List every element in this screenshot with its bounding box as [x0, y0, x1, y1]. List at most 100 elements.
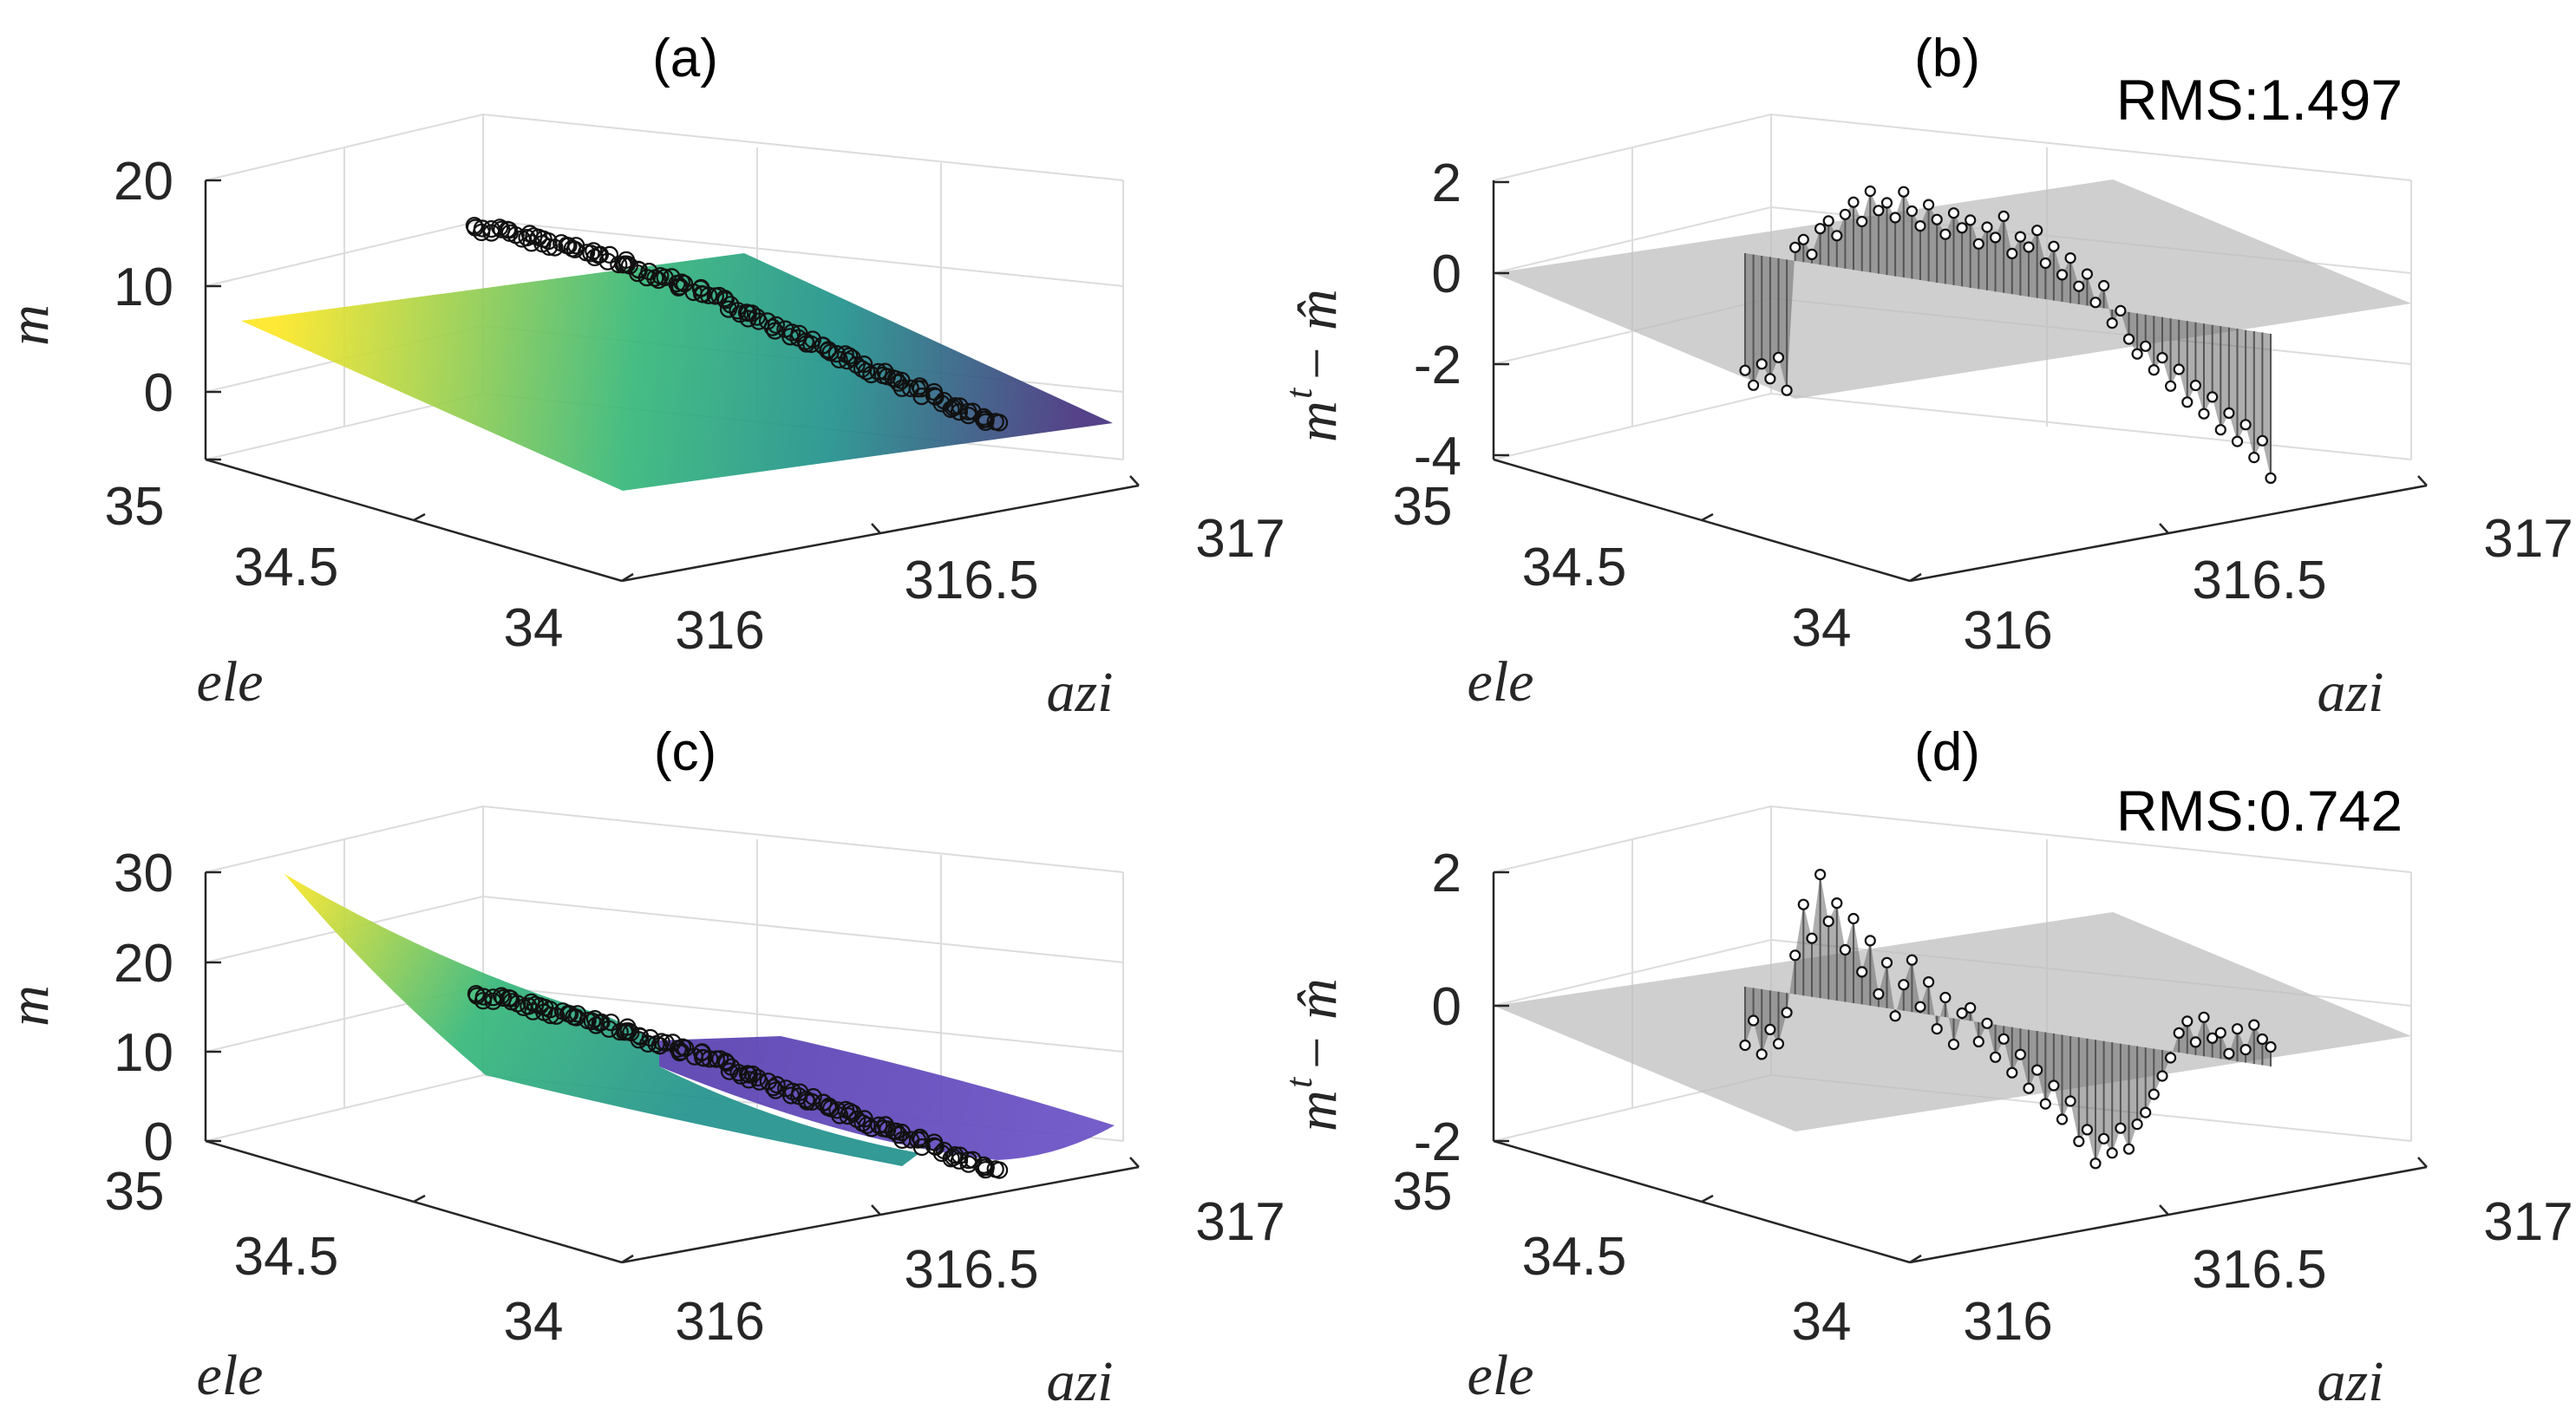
- panel-d-marker: [2056, 1113, 2069, 1125]
- panel-c-observation: [977, 1161, 995, 1179]
- panel-b-marker: [1847, 196, 1860, 208]
- panel-b-marker: [1997, 210, 2010, 222]
- panel-a-observation: [977, 413, 995, 431]
- panel-d-marker: [1997, 1033, 2010, 1045]
- panel-d-marker: [2256, 1033, 2268, 1046]
- panel-b-zero-plane: [1494, 179, 2411, 399]
- panel-b-marker: [2031, 225, 2043, 237]
- panel-d-marker: [2039, 1098, 2051, 1110]
- panel-d-marker: [1889, 1010, 1901, 1022]
- panel-d-title: (d): [1914, 722, 1980, 782]
- panel-c-observation: [541, 1006, 559, 1025]
- panel-a-zlabel: m: [0, 304, 61, 346]
- panel-d-marker: [1806, 932, 1818, 944]
- panel-a-azitick-317: 317: [1195, 509, 1285, 569]
- panel-a-observation: [857, 362, 876, 381]
- panel-d-marker: [2115, 1122, 2127, 1134]
- panel-a-observation: [731, 305, 749, 323]
- panel-d-marker: [1939, 991, 1952, 1004]
- panel-d-marker: [2173, 1027, 2185, 1040]
- panel-d-marker: [1947, 1038, 1960, 1051]
- panel-b-marker: [1990, 231, 2002, 244]
- panel-b-marker: [2006, 247, 2018, 259]
- panel-a-observation: [491, 218, 509, 237]
- panel-c-observation: [740, 1071, 758, 1089]
- panel-a-elelabel: ele: [197, 650, 264, 714]
- panel-c-observation: [926, 1138, 945, 1156]
- panel-a-azitick-3165: 316.5: [904, 551, 1038, 610]
- panel-b-zlabel-m: m: [1285, 401, 1349, 442]
- panel-c-observation: [870, 1116, 888, 1135]
- panel-b-marker: [2131, 348, 2143, 360]
- panel-a-observation: [716, 291, 735, 310]
- panel-b-marker: [2056, 269, 2069, 281]
- panel-b-marker: [1772, 351, 1785, 363]
- panel-b-marker: [1923, 199, 1935, 211]
- panel-d-marker: [2106, 1147, 2118, 1159]
- panel-a-observation: [600, 245, 619, 264]
- panel-d-marker: [1914, 1001, 1926, 1013]
- panel-d-marker: [1764, 1023, 1776, 1036]
- panel-b-marker: [1965, 214, 1977, 226]
- panel-d-marker: [1931, 1022, 1943, 1035]
- panel-b-curtain: [1745, 191, 2271, 479]
- panel-b-marker: [1864, 185, 1876, 198]
- panel-a: (a) 20 10 0 m 35 34.5 34 316 316.5 317 e…: [0, 29, 1285, 724]
- panel-b-marker: [2223, 407, 2235, 419]
- panel-c-observation: [707, 1050, 726, 1068]
- panel-d-marker: [1856, 966, 1868, 978]
- panel-a-observation: [959, 402, 977, 421]
- panel-b-marker: [2231, 435, 2244, 447]
- panel-a-observation: [830, 350, 848, 368]
- panel-d-marker: [2064, 1095, 2076, 1107]
- panel-b-marker: [1856, 215, 1868, 228]
- panel-a-observation: [566, 240, 585, 258]
- panel-d-elelabel: ele: [1468, 1344, 1534, 1407]
- panel-b-marker: [1839, 208, 1851, 220]
- panel-d-marker: [2198, 1011, 2210, 1023]
- panel-b-zlabel-rest: − m̂: [1285, 289, 1349, 383]
- panel-a-observation: [706, 287, 724, 305]
- panel-a-observation: [518, 229, 536, 247]
- panel-b-marker: [2214, 424, 2226, 436]
- panel-d: (d) RMS:0.742 2 0 -2 m t − m̂ 35 34.5 34…: [1278, 722, 2573, 1413]
- panel-c-azitick-3165: 316.5: [904, 1240, 1038, 1300]
- panel-d-marker: [1990, 1051, 2002, 1063]
- panel-b-marker: [2148, 364, 2160, 376]
- panel-b-marker: [1880, 197, 1893, 209]
- panel-d-marker: [1839, 943, 1851, 956]
- panel-b-ztick-m4: -4: [1414, 427, 1461, 486]
- panel-c-azitick-316: 316: [675, 1292, 764, 1352]
- panel-a-observation: [637, 269, 656, 287]
- panel-b-marker: [2256, 434, 2268, 447]
- panel-a-observation: [582, 245, 600, 263]
- panel-d-marker: [1822, 915, 1834, 928]
- panel-d-curtain: [1745, 874, 2271, 1164]
- panel-b-eletick-35: 35: [1393, 477, 1453, 537]
- panel-d-marker: [2214, 1027, 2226, 1039]
- panel-d-marker: [1873, 988, 1885, 1001]
- panel-c: (c) 30 20 10 0 m 35 34.5 34 316 316.5 31…: [0, 722, 1285, 1413]
- panel-d-marker: [1965, 1001, 1977, 1014]
- panel-c-ztick-0: 0: [144, 1112, 173, 1172]
- panel-d-marker: [2131, 1118, 2143, 1131]
- panel-d-ztick-m2: -2: [1414, 1112, 1461, 1172]
- panel-d-marker: [1972, 1035, 1984, 1048]
- panel-d-marker: [2098, 1132, 2110, 1144]
- panel-b-marker: [1789, 241, 1801, 253]
- panel-c-observation: [942, 1150, 960, 1168]
- panel-d-marker: [2148, 1088, 2160, 1100]
- panel-c-observation: [847, 1110, 866, 1129]
- panel-b-marker: [1947, 207, 1960, 219]
- panel-b-marker: [1889, 212, 1901, 224]
- panel-c-observation: [732, 1066, 750, 1085]
- panel-c-observation: [638, 1034, 657, 1053]
- panel-d-eletick-34: 34: [1792, 1292, 1852, 1352]
- panel-d-marker: [2023, 1082, 2035, 1094]
- panel-c-observation: [912, 1138, 931, 1157]
- panel-c-ztick-30: 30: [114, 844, 173, 903]
- panel-a-observation: [739, 310, 757, 328]
- panel-d-marker: [1772, 1038, 1785, 1050]
- panel-b-azitick-3165: 316.5: [2192, 551, 2326, 610]
- panel-b-marker: [1822, 215, 1834, 227]
